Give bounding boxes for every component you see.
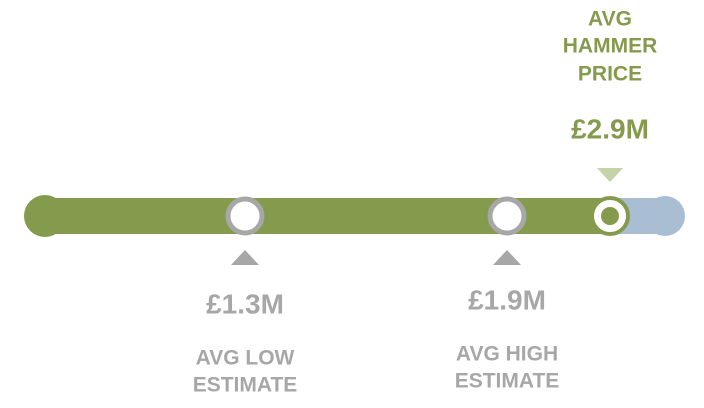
low-marker xyxy=(225,196,265,236)
low-label: AVG LOW xyxy=(196,347,295,370)
hammer-pointer xyxy=(597,168,623,182)
hammer-label: AVG xyxy=(588,8,632,31)
track-end xyxy=(645,196,685,236)
hammer-value: £2.9M xyxy=(571,113,649,144)
high-value: £1.9M xyxy=(468,284,546,315)
hammer-marker-center xyxy=(601,207,619,225)
high-pointer xyxy=(493,250,521,265)
hammer-label: PRICE xyxy=(578,63,642,86)
low-pointer xyxy=(231,250,259,265)
low-value: £1.3M xyxy=(206,288,284,319)
high-marker xyxy=(487,196,527,236)
high-label: ESTIMATE xyxy=(455,370,560,393)
high-label: AVG HIGH xyxy=(456,343,558,366)
hammer-label: HAMMER xyxy=(563,35,658,58)
low-label: ESTIMATE xyxy=(193,374,298,397)
track-start xyxy=(24,195,66,237)
